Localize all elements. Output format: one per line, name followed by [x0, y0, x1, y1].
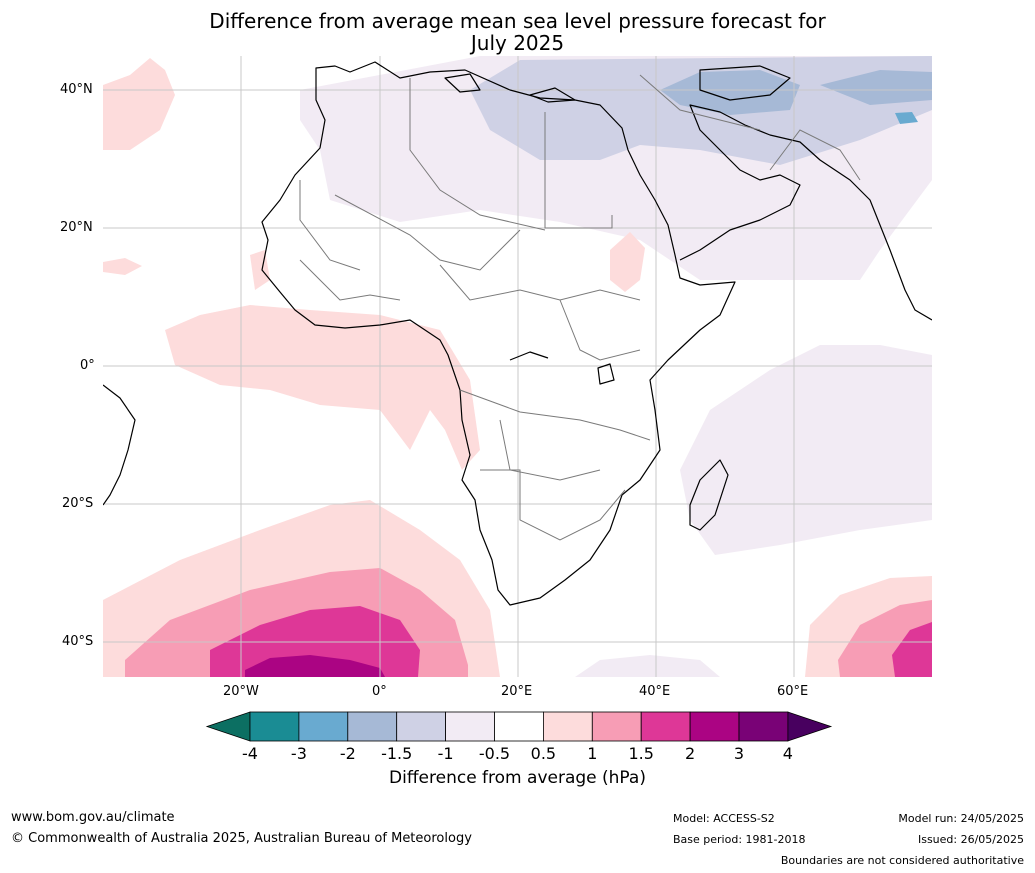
lat-label-20n: 20°N	[60, 220, 93, 235]
negative-anomaly-south	[575, 655, 720, 677]
negative-anomaly-caucasus	[895, 112, 918, 124]
chart-title: Difference from average mean sea level p…	[0, 10, 1035, 54]
colorbar-tick-label: 0.5	[530, 744, 557, 763]
colorbar-tick-label: -1	[437, 744, 454, 763]
colorbar-tick-label: 4	[782, 744, 793, 763]
positive-anomaly-south-indian-2	[892, 622, 932, 677]
positive-anomaly-senegal	[250, 250, 270, 290]
title-line-2: July 2025	[470, 31, 565, 55]
colorbar-tick-label: -4	[242, 744, 258, 763]
colorbar-cell	[494, 711, 544, 742]
footer-base-period: Base period: 1981-2018	[673, 833, 806, 846]
colorbar-tick-label: -1.5	[381, 744, 413, 763]
footer-issued: Issued: 26/05/2025	[917, 833, 1024, 846]
colorbar-tick-label: 1.5	[628, 744, 654, 763]
colorbar-cell	[396, 711, 447, 742]
colorbar-cell	[298, 711, 349, 742]
map-area	[103, 56, 932, 677]
footer-url: www.bom.gov.au/climate	[11, 810, 175, 825]
colorbar-label: Difference from average (hPa)	[389, 768, 646, 788]
colorbar-tick-label: -3	[290, 744, 307, 763]
colorbar-cell	[689, 711, 740, 742]
coastlines	[103, 61, 932, 606]
footer-model: Model: ACCESS-S2	[673, 812, 775, 825]
colorbar-cell	[738, 711, 789, 742]
colorbar-tick-label: 1	[587, 744, 598, 763]
lat-label-40n: 40°N	[60, 82, 93, 97]
colorbar-cell	[591, 711, 642, 742]
positive-anomaly-canaries	[103, 58, 175, 150]
lon-label-40e: 40°E	[639, 684, 671, 699]
lat-label-0: 0°	[80, 358, 95, 373]
positive-anomaly-cape-verde	[103, 258, 142, 275]
colorbar-cell	[543, 711, 593, 742]
positive-anomaly-south-atlantic-3	[245, 655, 385, 677]
colorbar-cell	[347, 711, 398, 742]
colorbar-tick-label: 2	[685, 744, 696, 763]
lon-label-20w: 20°W	[223, 684, 259, 699]
negative-anomaly-caspian	[820, 70, 932, 105]
colorbar-extend-high	[787, 711, 833, 742]
lat-label-20s: 20°S	[62, 496, 94, 511]
footer-disclaimer: Boundaries are not considered authoritat…	[780, 854, 1024, 867]
lon-label-20e: 20°E	[501, 684, 533, 699]
positive-anomaly-sudan	[610, 232, 645, 292]
lat-label-40s: 40°S	[62, 634, 94, 649]
colorbar-tick-label: -2	[339, 744, 356, 763]
colorbar-tick-label: 3	[733, 744, 745, 763]
title-line-1: Difference from average mean sea level p…	[209, 9, 826, 33]
colorbar-cell	[249, 711, 300, 742]
gridlines	[103, 56, 932, 677]
negative-anomaly-turkey	[660, 70, 800, 115]
colorbar-tick-label: -0.5	[478, 744, 511, 763]
lon-label-0: 0°	[372, 684, 387, 699]
colorbar-cell	[445, 711, 495, 742]
footer-model-run: Model run: 24/05/2025	[898, 812, 1024, 825]
negative-anomaly-indian-ocean	[680, 345, 932, 555]
colorbar-extend-low	[205, 711, 251, 742]
colorbar-cell	[640, 711, 691, 742]
footer-copyright: © Commonwealth of Australia 2025, Austra…	[11, 831, 472, 846]
country-borders	[299, 74, 861, 541]
positive-anomaly-gulf-of-guinea	[165, 305, 480, 470]
lon-label-60e: 60°E	[777, 684, 809, 699]
